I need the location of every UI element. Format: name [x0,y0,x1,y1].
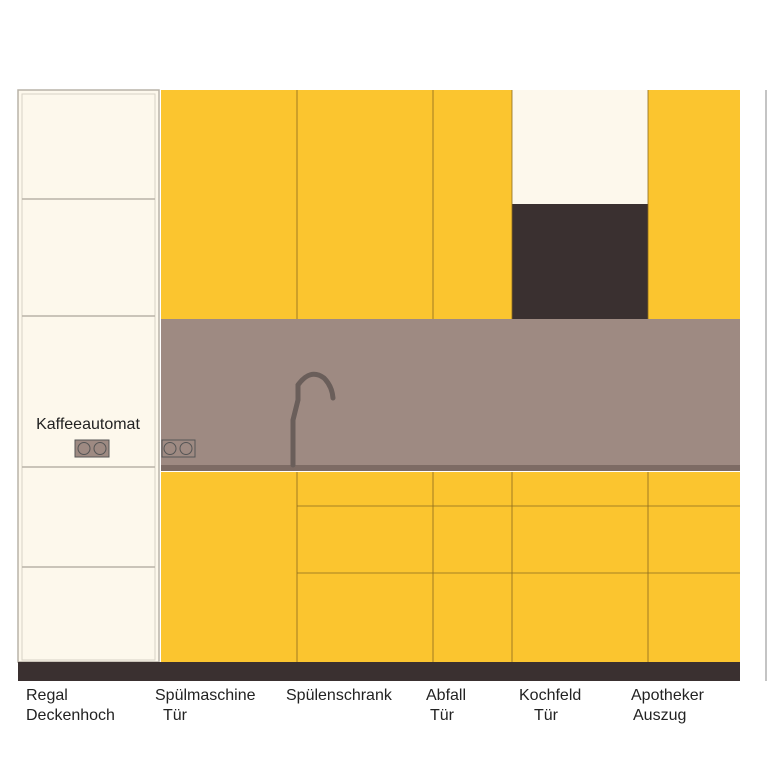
hood [512,204,648,319]
socket-hole [179,442,193,455]
lower-cabinets [161,472,740,662]
tall-shelf [17,89,160,663]
cabinet-labels: Regal Deckenhoch Spülmaschine Tür Spülenschr… [26,687,705,724]
cabinet-label: Apotheker [631,687,705,704]
backsplash [161,319,740,466]
cabinet-label: Spülenschrank [286,687,393,704]
socket [161,439,196,458]
cabinet-label: Tür [163,707,188,724]
shelves [22,198,155,568]
upper-dividers [296,90,649,319]
tall-shelf-inner [21,93,156,661]
appliance-label: Kaffeeautomat [36,416,140,433]
cabinet-label: Spülmaschine [155,687,256,704]
cabinet-label: Tür [534,707,559,724]
socket-hole [163,442,177,455]
socket-hole [93,442,107,455]
hood-top [512,90,648,204]
faucet [290,371,336,468]
cabinet-label: Auszug [633,707,686,724]
cabinet-label: Regal [26,687,68,704]
plinth [18,662,740,681]
cabinet-label: Abfall [426,687,466,704]
cabinet-label: Tür [430,707,455,724]
sockets [74,439,196,458]
socket [74,439,110,458]
upper-cabinets [161,90,740,319]
cabinet-label: Kochfeld [519,687,581,704]
cabinet-label: Deckenhoch [26,707,115,724]
lower-dividers [296,472,740,662]
countertop [161,465,740,471]
socket-hole [77,442,91,455]
